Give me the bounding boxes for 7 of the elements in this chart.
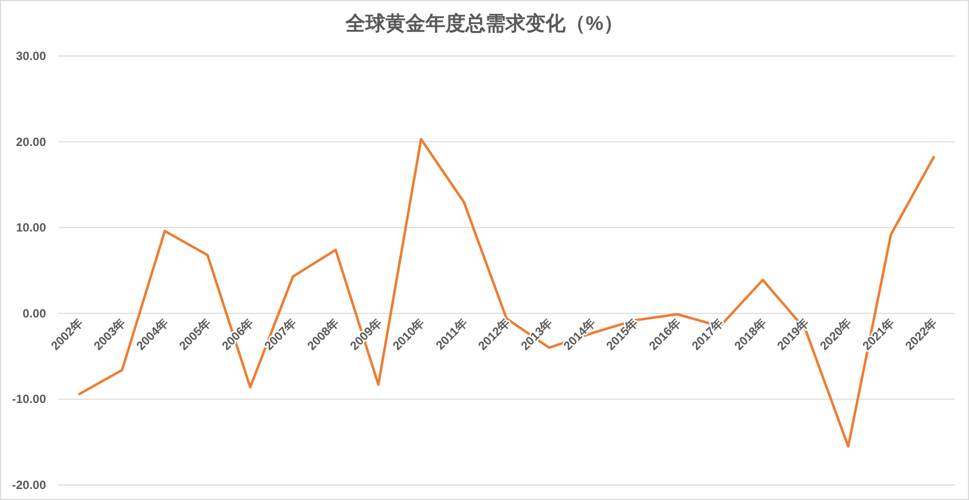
y-tick-label: -10.00 xyxy=(12,392,46,406)
y-tick-label: 20.00 xyxy=(16,134,46,149)
y-tick-label: -20.00 xyxy=(12,478,46,492)
chart-title: 全球黄金年度总需求变化（%） xyxy=(344,12,624,35)
y-tick-label: 0.00 xyxy=(22,306,46,320)
y-tick-label: 10.00 xyxy=(16,220,46,235)
y-tick-label: 30.00 xyxy=(16,49,46,63)
